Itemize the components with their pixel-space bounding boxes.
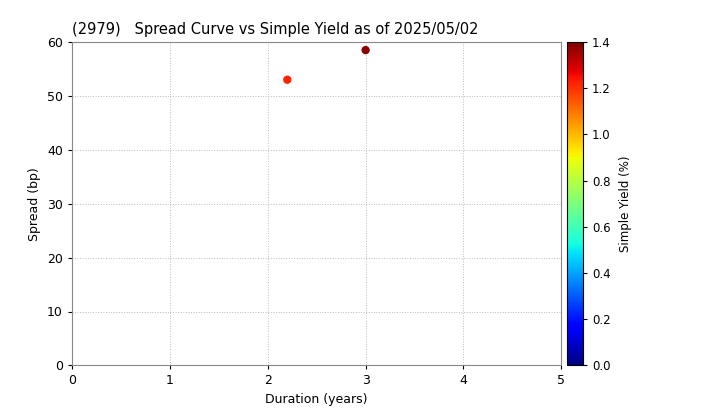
Point [282, 76, 293, 83]
Y-axis label: Simple Yield (%): Simple Yield (%) [618, 155, 632, 252]
Point [360, 47, 372, 53]
X-axis label: Duration (years): Duration (years) [266, 393, 368, 406]
Y-axis label: Spread (bp): Spread (bp) [28, 167, 42, 241]
Text: (2979)   Spread Curve vs Simple Yield as of 2025/05/02: (2979) Spread Curve vs Simple Yield as o… [72, 22, 479, 37]
